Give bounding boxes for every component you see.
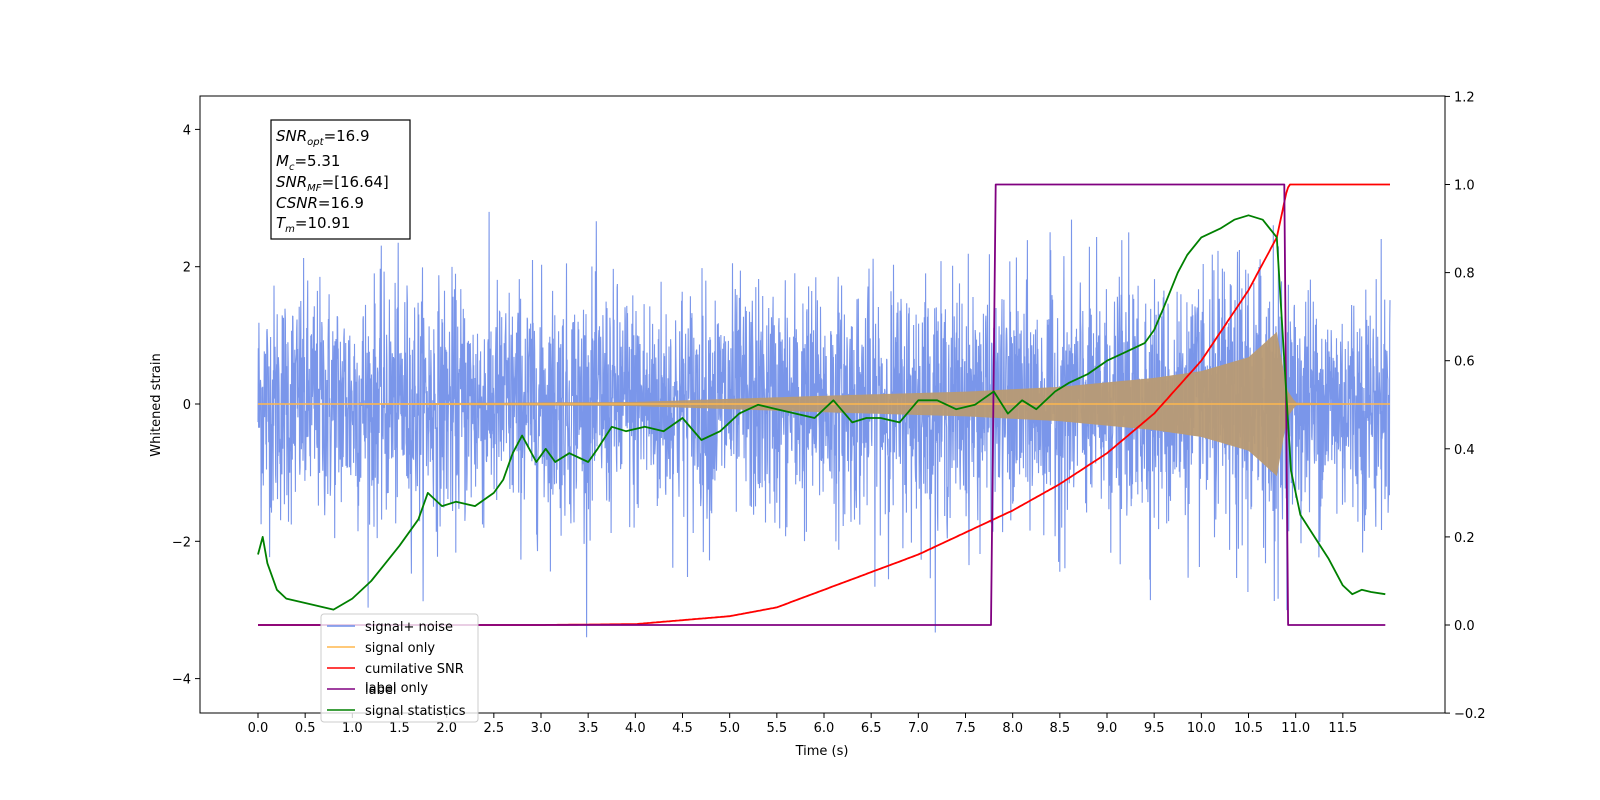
annotation-line-snr-mf: SNRMF=[16.64] — [276, 173, 389, 194]
x-tick-label: 10.0 — [1187, 721, 1216, 736]
x-tick-label: 0.0 — [248, 721, 269, 736]
x-tick-label: 7.0 — [908, 721, 929, 736]
y-tick-label: 4 — [183, 123, 191, 138]
y2-tick-label: 0.0 — [1454, 619, 1475, 634]
x-tick-label: 1.5 — [389, 721, 410, 736]
x-tick-label: 6.5 — [861, 721, 882, 736]
x-tick-label: 3.5 — [578, 721, 599, 736]
x-tick-label: 11.5 — [1328, 721, 1357, 736]
x-tick-label: 10.5 — [1234, 721, 1263, 736]
legend-label-label: label — [365, 683, 396, 698]
x-tick-label: 1.0 — [342, 721, 363, 736]
y2-tick-label: 1.0 — [1454, 179, 1475, 194]
x-axis-label: Time (s) — [795, 744, 849, 759]
signal-statistics-series — [257, 214, 1386, 611]
x-tick-label: 9.5 — [1144, 721, 1165, 736]
legend: label only signal+ noise signal only cum… — [320, 613, 479, 723]
y2-tick-label: −0.2 — [1454, 707, 1486, 722]
annotation-line-snr-opt: SNRopt=16.9 — [276, 127, 370, 148]
annotation-line-merger-time: Tm=10.91 — [276, 214, 350, 235]
x-tick-label: 7.5 — [955, 721, 976, 736]
y2-tick-label: 0.6 — [1454, 355, 1475, 370]
x-tick-label: 2.0 — [436, 721, 457, 736]
x-tick-label: 9.0 — [1097, 721, 1118, 736]
legend-label-signal-statistics: signal statistics — [365, 704, 466, 719]
x-tick-label: 4.5 — [672, 721, 693, 736]
y2-tick-label: 1.2 — [1454, 90, 1475, 105]
x-tick-label: 5.5 — [766, 721, 787, 736]
x-tick-label: 5.0 — [719, 721, 740, 736]
legend-label-signal-only: signal only — [365, 641, 435, 656]
legend-hidden-entry: label only — [365, 681, 428, 696]
x-tick-label: 6.0 — [814, 721, 835, 736]
x-axis: 0.0 0.5 1.0 1.5 2.0 2.5 3.0 3.5 4.0 4.5 5.0 5.5 6.0 6… — [248, 713, 1357, 736]
label-series — [258, 183, 1386, 626]
y2-tick-label: 0.2 — [1454, 531, 1475, 546]
annotation-line-chirp-mass: Mc=5.31 — [276, 152, 340, 173]
x-tick-label: 8.5 — [1049, 721, 1070, 736]
legend-label-signal-noise: signal+ noise — [365, 620, 453, 635]
y-axis-left: −4 −2 0 2 4 — [172, 123, 200, 688]
signal-only-series — [258, 331, 1390, 477]
y-tick-label: 2 — [183, 261, 191, 276]
y-tick-label: −2 — [172, 535, 191, 550]
signal-statistics-line — [257, 214, 1386, 611]
annotation-frame — [270, 119, 411, 240]
x-tick-label: 11.0 — [1281, 721, 1310, 736]
y2-tick-label: 0.8 — [1454, 267, 1475, 282]
y-tick-label: 0 — [183, 398, 191, 413]
legend-frame — [320, 613, 479, 723]
x-tick-label: 8.0 — [1002, 721, 1023, 736]
x-tick-label: 2.5 — [483, 721, 504, 736]
annotation-line-csnr: CSNR=16.9 — [276, 194, 364, 212]
y2-tick-label: 0.4 — [1454, 443, 1475, 458]
x-tick-label: 0.5 — [295, 721, 316, 736]
annotation-box: SNRopt=16.9 Mc=5.31 SNRMF=[16.64] CSNR=1… — [270, 119, 411, 240]
y-axis-right: −0.2 0.0 0.2 0.4 0.6 0.8 1.0 1.2 — [1445, 90, 1486, 722]
x-tick-label: 3.0 — [531, 721, 552, 736]
label-line — [258, 183, 1386, 626]
y-axis-label: Whitened strain — [149, 353, 164, 456]
y-tick-label: −4 — [172, 673, 191, 688]
x-tick-label: 4.0 — [625, 721, 646, 736]
legend-label-cumulative-snr: cumilative SNR — [365, 662, 464, 677]
